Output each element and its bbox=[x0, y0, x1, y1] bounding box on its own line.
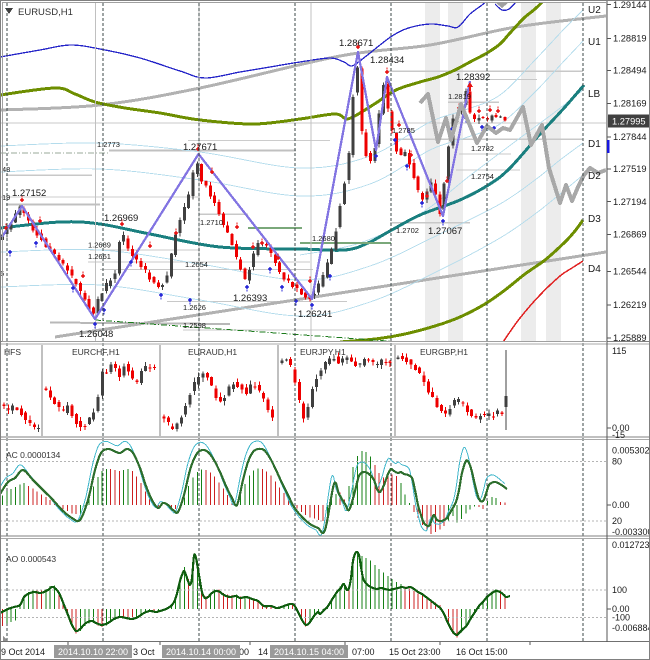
svg-text:0.00: 0.00 bbox=[612, 604, 630, 614]
svg-text:EURGBP,H1: EURGBP,H1 bbox=[420, 347, 468, 357]
svg-text:1.27844: 1.27844 bbox=[613, 132, 647, 142]
svg-text:1.27152: 1.27152 bbox=[12, 188, 46, 199]
svg-text:1.28819: 1.28819 bbox=[613, 34, 647, 44]
svg-text:1.2680: 1.2680 bbox=[312, 234, 335, 243]
svg-text:-0.006884: -0.006884 bbox=[612, 623, 650, 633]
svg-text:-100: -100 bbox=[612, 613, 630, 623]
svg-text:0.012723: 0.012723 bbox=[612, 540, 650, 550]
svg-text:U2: U2 bbox=[588, 5, 601, 16]
svg-text:1.2710: 1.2710 bbox=[200, 218, 223, 227]
svg-text:-0.003300: -0.003300 bbox=[612, 527, 650, 537]
svg-text:1.2661: 1.2661 bbox=[88, 252, 111, 261]
svg-text:1.2785: 1.2785 bbox=[392, 126, 415, 135]
svg-text:LB: LB bbox=[588, 89, 601, 100]
svg-text:0.005302: 0.005302 bbox=[612, 446, 650, 456]
svg-text:19: 19 bbox=[2, 193, 10, 202]
svg-text:1.2754: 1.2754 bbox=[471, 172, 494, 181]
svg-text:07:00: 07:00 bbox=[352, 647, 375, 657]
svg-text:20: 20 bbox=[612, 516, 622, 526]
svg-text:1.2626: 1.2626 bbox=[183, 303, 206, 312]
svg-text:2014.10.10 22:00: 2014.10.10 22:00 bbox=[58, 647, 128, 657]
svg-text:1.28494: 1.28494 bbox=[613, 66, 647, 76]
svg-text:14: 14 bbox=[258, 647, 268, 657]
svg-text:00: 00 bbox=[239, 647, 249, 657]
svg-text:1.25889: 1.25889 bbox=[613, 333, 647, 343]
svg-text:1.2654: 1.2654 bbox=[185, 260, 208, 269]
svg-text:1.2819: 1.2819 bbox=[448, 92, 471, 101]
svg-text:1.2689: 1.2689 bbox=[88, 241, 111, 250]
svg-text:1.28169: 1.28169 bbox=[613, 99, 647, 109]
svg-text:D1: D1 bbox=[588, 139, 601, 150]
svg-text:1.29144: 1.29144 bbox=[613, 0, 647, 10]
svg-text:D3: D3 bbox=[588, 214, 601, 225]
svg-text:1.26869: 1.26869 bbox=[613, 230, 647, 240]
svg-text:1.2598: 1.2598 bbox=[183, 321, 206, 330]
svg-text:D2: D2 bbox=[588, 171, 601, 182]
svg-text:EURCHF,H1: EURCHF,H1 bbox=[72, 347, 120, 357]
svg-text:2014.10.15 04:00: 2014.10.15 04:00 bbox=[274, 647, 344, 657]
svg-text:EURAUD,H1: EURAUD,H1 bbox=[188, 347, 237, 357]
svg-text:9 Oct 2014: 9 Oct 2014 bbox=[1, 647, 45, 657]
svg-text:HFS: HFS bbox=[4, 347, 21, 357]
svg-text:100: 100 bbox=[612, 585, 627, 595]
svg-text:48: 48 bbox=[2, 165, 10, 174]
svg-text:1.26544: 1.26544 bbox=[613, 267, 647, 277]
svg-text:AC 0.0000134: AC 0.0000134 bbox=[6, 450, 61, 460]
svg-text:1.27067: 1.27067 bbox=[428, 226, 462, 237]
svg-text:U1: U1 bbox=[588, 37, 601, 48]
svg-text:1.27671: 1.27671 bbox=[183, 142, 217, 153]
svg-text:15 Oct 23:00: 15 Oct 23:00 bbox=[389, 647, 441, 657]
svg-text:2014.10.14 00:00: 2014.10.14 00:00 bbox=[166, 647, 236, 657]
svg-text:EURJPY,H1: EURJPY,H1 bbox=[300, 347, 346, 357]
svg-text:1.28671: 1.28671 bbox=[339, 38, 373, 49]
svg-text:-15: -15 bbox=[612, 430, 625, 440]
svg-text:1.27194: 1.27194 bbox=[613, 197, 647, 207]
svg-text:1.28392: 1.28392 bbox=[456, 72, 490, 83]
svg-text:1.28434: 1.28434 bbox=[370, 55, 404, 66]
svg-text:1.2702: 1.2702 bbox=[396, 226, 419, 235]
svg-text:AO 0.000543: AO 0.000543 bbox=[6, 554, 56, 564]
svg-text:6: 6 bbox=[0, 269, 4, 278]
svg-text:1.26969: 1.26969 bbox=[104, 213, 138, 224]
svg-text:1.26241: 1.26241 bbox=[298, 309, 332, 320]
svg-text:16 Oct 15:00: 16 Oct 15:00 bbox=[456, 647, 508, 657]
svg-text:0.00: 0.00 bbox=[612, 500, 630, 510]
svg-text:1.26219: 1.26219 bbox=[613, 300, 647, 310]
svg-text:D4: D4 bbox=[588, 264, 601, 275]
svg-text:1.27519: 1.27519 bbox=[613, 164, 647, 174]
svg-text:80: 80 bbox=[612, 457, 622, 467]
svg-text:0.00: 0.00 bbox=[612, 423, 630, 433]
svg-text:1.2782: 1.2782 bbox=[471, 144, 494, 153]
svg-text:115: 115 bbox=[612, 346, 626, 356]
svg-text:1.2773: 1.2773 bbox=[97, 140, 120, 149]
svg-text:1.26048: 1.26048 bbox=[79, 329, 113, 340]
svg-text:1.26393: 1.26393 bbox=[233, 293, 267, 304]
svg-text:EURUSD,H1: EURUSD,H1 bbox=[18, 7, 73, 18]
svg-text:1.27995: 1.27995 bbox=[612, 117, 646, 127]
svg-text:3 Oct: 3 Oct bbox=[133, 647, 155, 657]
